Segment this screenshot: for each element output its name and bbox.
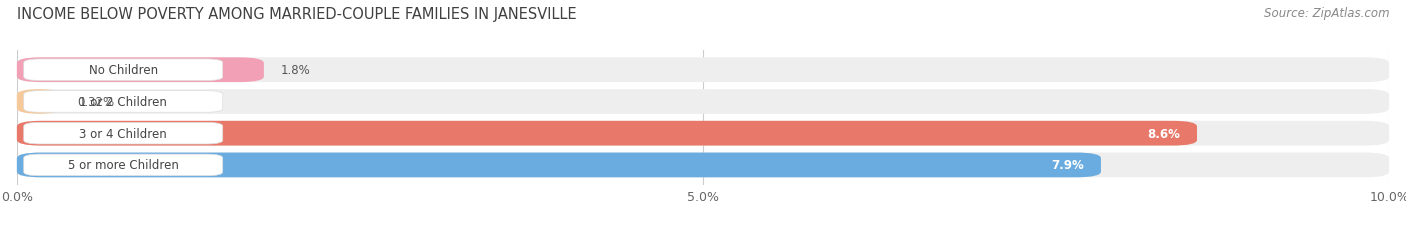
Text: 7.9%: 7.9% xyxy=(1052,159,1084,172)
FancyBboxPatch shape xyxy=(24,155,222,176)
Text: INCOME BELOW POVERTY AMONG MARRIED-COUPLE FAMILIES IN JANESVILLE: INCOME BELOW POVERTY AMONG MARRIED-COUPL… xyxy=(17,7,576,22)
Text: Source: ZipAtlas.com: Source: ZipAtlas.com xyxy=(1264,7,1389,20)
Text: 8.6%: 8.6% xyxy=(1147,127,1181,140)
FancyBboxPatch shape xyxy=(17,90,1389,114)
FancyBboxPatch shape xyxy=(24,60,222,81)
FancyBboxPatch shape xyxy=(17,58,1389,83)
Text: 1 or 2 Children: 1 or 2 Children xyxy=(79,96,167,109)
FancyBboxPatch shape xyxy=(17,121,1389,146)
FancyBboxPatch shape xyxy=(17,153,1101,178)
Text: 1.8%: 1.8% xyxy=(280,64,311,77)
FancyBboxPatch shape xyxy=(17,90,60,114)
Text: 3 or 4 Children: 3 or 4 Children xyxy=(79,127,167,140)
FancyBboxPatch shape xyxy=(17,58,264,83)
FancyBboxPatch shape xyxy=(17,121,1197,146)
Text: 0.32%: 0.32% xyxy=(77,96,114,109)
FancyBboxPatch shape xyxy=(17,153,1389,178)
Text: No Children: No Children xyxy=(89,64,157,77)
FancyBboxPatch shape xyxy=(24,91,222,113)
Text: 5 or more Children: 5 or more Children xyxy=(67,159,179,172)
FancyBboxPatch shape xyxy=(24,123,222,144)
